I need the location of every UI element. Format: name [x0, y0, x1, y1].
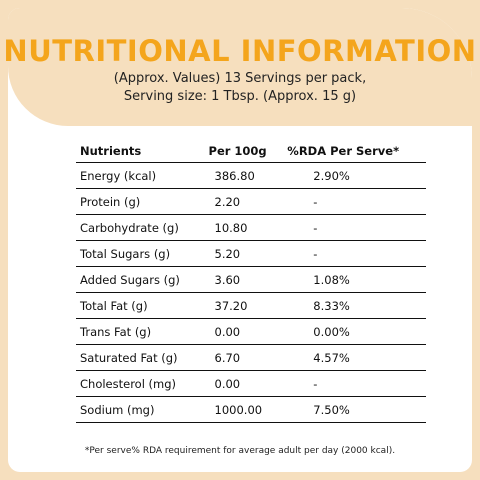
- table-cell: Protein (g): [76, 188, 205, 215]
- table-cell: 0.00%: [283, 318, 426, 345]
- table-cell: -: [283, 214, 426, 241]
- table-cell: -: [283, 370, 426, 397]
- table-row: Trans Fat (g) 0.00 0.00%: [76, 318, 426, 345]
- table-cell: 0.00: [204, 370, 284, 397]
- title: NUTRITIONAL INFORMATION: [3, 34, 477, 68]
- table-cell: 1000.00: [204, 396, 284, 423]
- table-row: Added Sugars (g) 3.60 1.08%: [76, 266, 426, 293]
- table-cell: Energy (kcal): [76, 162, 205, 189]
- table-row: Carbohydrate (g) 10.80-: [76, 214, 426, 241]
- table-row: Sodium (mg) 1000.00 7.50%: [76, 396, 426, 423]
- table-cell: 8.33%: [283, 292, 426, 319]
- table-cell: Saturated Fat (g): [76, 344, 205, 371]
- table-cell: Total Sugars (g): [76, 240, 205, 267]
- subtitle: (Approx. Values) 13 Servings per pack, S…: [0, 70, 480, 106]
- table-row: Total Sugars (g) 5.20-: [76, 240, 426, 267]
- table-cell: 6.70: [204, 344, 284, 371]
- table-cell: 4.57%: [283, 344, 426, 371]
- table-cell: 37.20: [204, 292, 284, 319]
- table-cell: Sodium (mg): [76, 396, 205, 423]
- table-cell: -: [283, 188, 426, 215]
- column-header: Per 100g: [204, 140, 284, 163]
- table-row: Saturated Fat (g) 6.70 4.57%: [76, 344, 426, 371]
- table-body: Energy (kcal) 386.80 2.90% Protein (g) 2.20-…: [76, 162, 426, 423]
- table-row: Cholesterol (mg) 0.00-: [76, 370, 426, 397]
- table-cell: 2.20: [204, 188, 284, 215]
- table-cell: 10.80: [204, 214, 284, 241]
- subtitle-line: (Approx. Values) 13 Servings per pack,: [113, 71, 367, 86]
- table-cell: 7.50%: [283, 396, 426, 423]
- table-cell: -: [283, 240, 426, 267]
- table-cell: 5.20: [204, 240, 284, 267]
- column-header: Nutrients: [76, 140, 205, 163]
- nutrition-table: Nutrients Per 100g %RDA Per Serve* Energy …: [76, 140, 426, 423]
- table-cell: 2.90%: [283, 162, 426, 189]
- subtitle-line: Serving size: 1 Tbsp. (Approx. 15 g): [123, 89, 357, 104]
- table-cell: Total Fat (g): [76, 292, 205, 319]
- table-row: Energy (kcal) 386.80 2.90%: [76, 162, 426, 189]
- table-cell: 1.08%: [283, 266, 426, 293]
- table-cell: Carbohydrate (g): [76, 214, 205, 241]
- header-row: Nutrients Per 100g %RDA Per Serve*: [76, 140, 426, 163]
- table-cell: 3.60: [204, 266, 284, 293]
- column-header: %RDA Per Serve*: [283, 140, 426, 163]
- table-cell: Added Sugars (g): [76, 266, 205, 293]
- table-row: Total Fat (g) 37.20 8.33%: [76, 292, 426, 319]
- table-row: Protein (g) 2.20-: [76, 188, 426, 215]
- header-band: [8, 8, 472, 126]
- table-cell: 386.80: [204, 162, 284, 189]
- footnote: *Per serve% RDA requirement for average …: [84, 446, 396, 456]
- table-cell: Cholesterol (mg): [76, 370, 205, 397]
- table-cell: 0.00: [204, 318, 284, 345]
- table-cell: Trans Fat (g): [76, 318, 205, 345]
